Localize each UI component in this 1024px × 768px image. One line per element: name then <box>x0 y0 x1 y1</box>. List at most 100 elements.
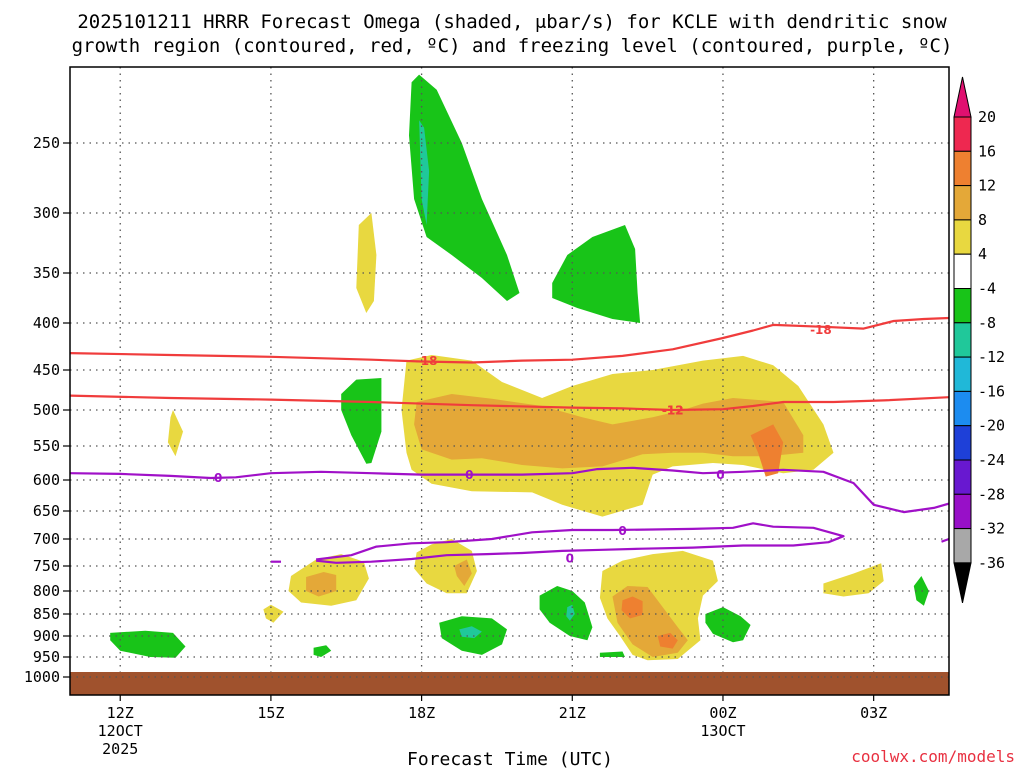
y-tick-label-1000: 1000 <box>24 668 60 686</box>
colorbar-label-1: 16 <box>978 142 996 160</box>
x-tick-label-00Z: 00Z <box>709 704 736 722</box>
omega-region-16 <box>356 213 377 313</box>
y-tick-label-850: 850 <box>33 605 60 623</box>
freezing-contour-label-3: 0 <box>566 551 574 565</box>
colorbar-swatch-10 <box>953 459 972 495</box>
x-tick-label-03Z: 03Z <box>860 704 887 722</box>
y-tick-label-800: 800 <box>33 582 60 600</box>
y-tick-label-450: 450 <box>33 361 60 379</box>
colorbar-label-3: 8 <box>978 211 987 229</box>
credit-text: coolwx.com/models <box>851 747 1015 766</box>
colorbar-label-9: -20 <box>978 417 1005 435</box>
plot-frame <box>69 66 950 696</box>
omega-shading <box>110 74 929 661</box>
omega-region-20 <box>306 572 337 597</box>
y-tick-label-600: 600 <box>33 471 60 489</box>
colorbar-label-8: -16 <box>978 382 1005 400</box>
omega-region-18 <box>263 604 284 623</box>
colorbar-label-5: -4 <box>978 280 996 298</box>
colorbar: 20 16 12 8 4 -4 -8 -12 -16 -20 -24 -28 -32 -36 <box>953 76 1005 604</box>
colorbar-swatch-8 <box>953 390 972 427</box>
colorbar-swatch-2 <box>953 185 972 221</box>
colorbar-swatch-0 <box>953 116 972 152</box>
y-tick-label-250: 250 <box>33 134 60 152</box>
x-tick-label-21Z: 21Z <box>559 704 586 722</box>
colorbar-label-10: -24 <box>978 451 1005 469</box>
colorbar-label-12: -32 <box>978 520 1005 538</box>
omega-region-17 <box>167 410 183 457</box>
colorbar-label-13: -36 <box>978 554 1005 572</box>
y-axis-ticks: 250 300 350 400 450 500 550 600 650 700 750 800 850 9… <box>24 134 70 686</box>
colorbar-swatch-5 <box>953 288 972 324</box>
y-tick-label-350: 350 <box>33 264 60 282</box>
colorbar-top-arrow <box>953 76 972 118</box>
dgz-contour-label-1: -12 <box>662 404 684 418</box>
x-axis-label: Forecast Time (UTC) <box>407 749 613 768</box>
x-tick-label-18Z: 18Z <box>408 704 435 722</box>
colorbar-swatch-9 <box>953 425 972 461</box>
ground-surface <box>70 672 949 695</box>
colorbar-label-4: 4 <box>978 245 987 263</box>
y-tick-label-400: 400 <box>33 314 60 332</box>
chart-title-line2: growth region (contoured, red, ºC) and f… <box>72 35 953 57</box>
dgz-contour-label-3: -12 <box>662 404 684 418</box>
colorbar-swatch-12 <box>953 528 972 564</box>
chart-title-line1: 2025101211 HRRR Forecast Omega (shaded, … <box>77 11 947 33</box>
freezing-contour-label-2: 0 <box>716 468 724 482</box>
dgz-contour-label-0: -18 <box>416 354 438 368</box>
colorbar-swatch-11 <box>953 493 972 530</box>
dgz-contour-label-2: -18 <box>810 323 832 337</box>
y-tick-label-500: 500 <box>33 401 60 419</box>
dgz-contour-1 <box>70 394 949 412</box>
colorbar-label-11: -28 <box>978 485 1005 503</box>
y-tick-label-550: 550 <box>33 437 60 455</box>
colorbar-swatch-4 <box>953 253 972 289</box>
grid-lines <box>70 67 949 678</box>
omega-region-9 <box>566 604 575 621</box>
colorbar-swatch-1 <box>953 150 972 187</box>
omega-region-0 <box>409 74 520 301</box>
freezing-contour-6 <box>941 537 949 543</box>
omega-region-7 <box>459 626 482 639</box>
x-tick-label-15Z: 15Z <box>257 704 284 722</box>
colorbar-swatch-3 <box>953 219 972 255</box>
colorbar-swatch-6 <box>953 322 972 358</box>
omega-region-27 <box>823 563 884 597</box>
freezing-contour-0 <box>70 466 949 514</box>
colorbar-swatch-7 <box>953 356 972 392</box>
dgz-contour-0 <box>70 316 949 364</box>
omega-region-3 <box>341 378 382 464</box>
omega-region-14 <box>414 394 804 469</box>
omega-region-26 <box>657 632 678 649</box>
contour-lines <box>70 316 949 564</box>
freezing-contour-label-1: 0 <box>465 468 473 482</box>
omega-region-10 <box>599 651 625 657</box>
y-tick-label-950: 950 <box>33 648 60 666</box>
colorbar-label-6: -8 <box>978 314 996 332</box>
freezing-contour-label-0: 0 <box>214 471 222 485</box>
colorbar-label-2: 12 <box>978 177 996 195</box>
colorbar-label-0: 20 <box>978 108 996 126</box>
x-tick-year-12Z: 2025 <box>102 740 138 758</box>
omega-region-12 <box>913 576 929 606</box>
y-tick-label-900: 900 <box>33 627 60 645</box>
colorbar-label-7: -12 <box>978 348 1005 366</box>
freezing-contour-3 <box>315 522 845 564</box>
y-tick-label-300: 300 <box>33 204 60 222</box>
x-tick-date-00Z: 13OCT <box>700 722 745 740</box>
y-tick-label-750: 750 <box>33 557 60 575</box>
freezing-contour-label-4: 0 <box>618 524 626 538</box>
omega-region-8 <box>539 586 593 641</box>
y-tick-label-700: 700 <box>33 530 60 548</box>
omega-region-25 <box>621 596 643 619</box>
x-tick-label-12Z: 12Z <box>107 704 134 722</box>
x-tick-date-12Z: 12OCT <box>98 722 143 740</box>
y-tick-label-650: 650 <box>33 502 60 520</box>
omega-region-11 <box>705 607 751 643</box>
omega-region-2 <box>552 225 641 323</box>
contour-labels: -18-12-18-120 0 000 <box>214 323 832 565</box>
omega-region-15 <box>750 424 784 477</box>
omega-region-5 <box>313 645 332 657</box>
